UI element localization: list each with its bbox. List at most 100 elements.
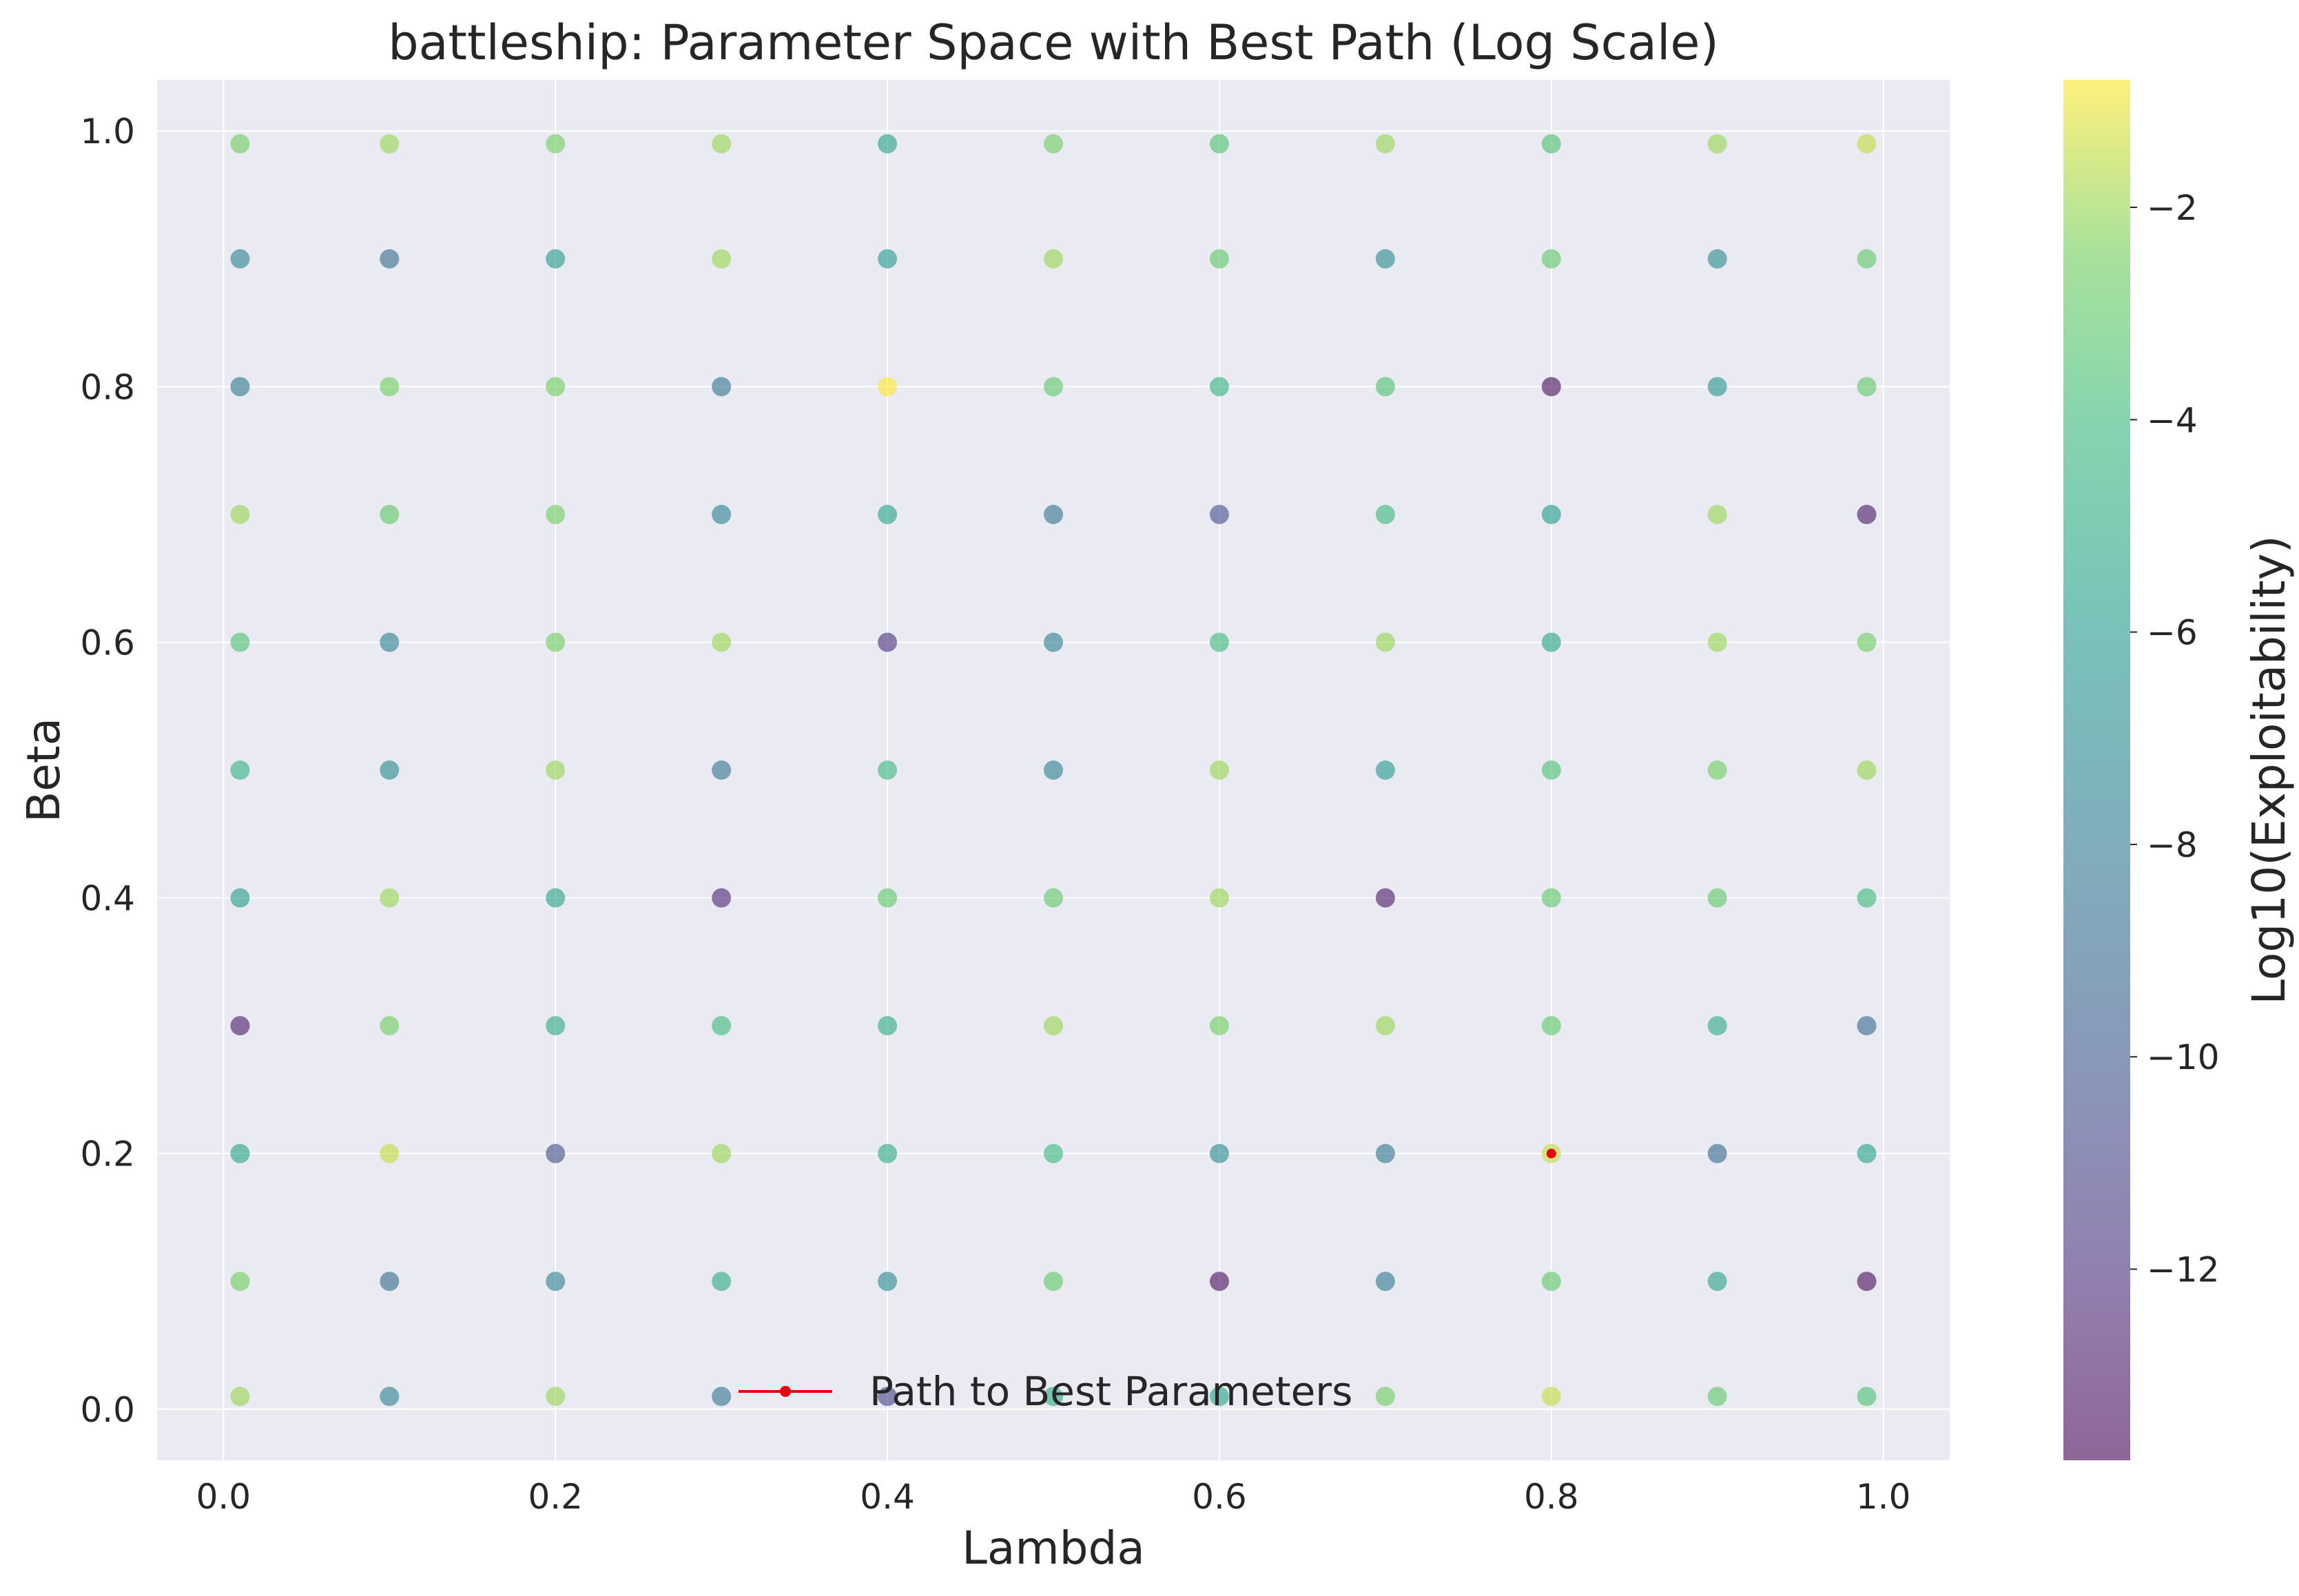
scatter-point (1044, 1387, 1063, 1407)
scatter-point (1044, 632, 1063, 652)
scatter-point (1044, 1016, 1063, 1036)
scatter-point (1541, 1387, 1561, 1407)
scatter-point (878, 134, 898, 154)
scatter-point (1044, 888, 1063, 908)
scatter-point (230, 134, 250, 154)
scatter-point (1209, 760, 1229, 780)
scatter-point (380, 377, 400, 397)
scatter-point (1707, 1387, 1727, 1407)
scatter-point (1044, 249, 1063, 269)
scatter-point (1209, 1387, 1229, 1407)
y-tick-label: 0.4 (80, 879, 135, 919)
scatter-point (712, 1272, 732, 1292)
scatter-point (1209, 1016, 1229, 1036)
scatter-point (1375, 632, 1395, 652)
colorbar-tick-label: −4 (2147, 400, 2198, 440)
scatter-point (1707, 1272, 1727, 1292)
scatter-point (1209, 134, 1229, 154)
scatter-point (546, 249, 566, 269)
scatter-point (380, 1387, 400, 1407)
scatter-point (1857, 504, 1877, 524)
scatter-point (1541, 134, 1561, 154)
scatter-point (380, 888, 400, 908)
scatter-point (1707, 1143, 1727, 1163)
scatter-point (546, 1387, 566, 1407)
scatter-point (230, 249, 250, 269)
scatter-point (546, 1016, 566, 1036)
scatter-point (712, 1387, 732, 1407)
x-tick-label: 0.0 (196, 1477, 251, 1517)
scatter-point (1541, 632, 1561, 652)
scatter-point (1044, 504, 1063, 524)
y-tick-label: 0.6 (80, 623, 135, 663)
scatter-point (380, 504, 400, 524)
scatter-point (546, 134, 566, 154)
colorbar-tick-label: −12 (2147, 1250, 2220, 1290)
scatter-point (1375, 760, 1395, 780)
scatter-point (380, 760, 400, 780)
scatter-point (380, 134, 400, 154)
scatter-point (878, 377, 898, 397)
scatter-point (230, 1143, 250, 1163)
scatter-point (230, 1387, 250, 1407)
scatter-point (712, 888, 732, 908)
scatter-point (1541, 760, 1561, 780)
scatter-point (1857, 377, 1877, 397)
scatter-point (1375, 377, 1395, 397)
x-tick-label: 0.2 (528, 1477, 583, 1517)
scatter-point (878, 632, 898, 652)
colorbar-label: Log10(Exploitability) (2243, 535, 2296, 1004)
best-path-point (1546, 1148, 1556, 1159)
scatter-point (878, 888, 898, 908)
scatter-point (1857, 134, 1877, 154)
scatter-point (1707, 888, 1727, 908)
scatter-point (1044, 1143, 1063, 1163)
colorbar-tick-label: −6 (2147, 613, 2198, 653)
scatter-point (878, 760, 898, 780)
scatter-point (1857, 249, 1877, 269)
scatter-point (712, 377, 732, 397)
scatter-point (230, 760, 250, 780)
scatter-point (1707, 249, 1727, 269)
chart-title: battleship: Parameter Space with Best Pa… (388, 14, 1719, 71)
scatter-point (546, 377, 566, 397)
scatter-point (878, 1143, 898, 1163)
scatter-point (1209, 632, 1229, 652)
scatter-point (712, 632, 732, 652)
x-axis-ticks: 0.0 0.2 0.4 0.6 0.8 1.0 (196, 1477, 1911, 1517)
scatter-point (546, 1143, 566, 1163)
scatter-point (878, 249, 898, 269)
y-tick-label: 0.8 (80, 367, 135, 407)
y-axis-ticks: 0.0 0.2 0.4 0.6 0.8 1.0 (80, 112, 135, 1430)
scatter-point (1541, 1016, 1561, 1036)
colorbar-tick-label: −2 (2147, 188, 2198, 228)
scatter-point (1044, 760, 1063, 780)
scatter-point (1375, 1272, 1395, 1292)
scatter-point (230, 888, 250, 908)
scatter-point (1707, 377, 1727, 397)
scatter-point (1707, 134, 1727, 154)
scatter-point (380, 249, 400, 269)
scatter-point (878, 1016, 898, 1036)
scatter-point (1541, 249, 1561, 269)
scatter-point (1541, 377, 1561, 397)
scatter-point (1541, 888, 1561, 908)
best-path-series (1546, 1148, 1556, 1159)
scatter-point (230, 377, 250, 397)
scatter-point (1707, 504, 1727, 524)
scatter-point (1375, 1143, 1395, 1163)
colorbar-tick-label: −10 (2147, 1037, 2220, 1077)
y-tick-label: 1.0 (80, 112, 135, 152)
x-tick-label: 0.8 (1524, 1477, 1579, 1517)
scatter-point (712, 249, 732, 269)
legend: Path to Best Parameters (739, 1368, 1352, 1415)
scatter-point (546, 632, 566, 652)
scatter-point (1857, 888, 1877, 908)
scatter-point (1857, 760, 1877, 780)
legend-label: Path to Best Parameters (869, 1368, 1352, 1415)
scatter-point (712, 134, 732, 154)
scatter-point (1857, 1272, 1877, 1292)
scatter-point (1044, 1272, 1063, 1292)
scatter-point (1541, 504, 1561, 524)
